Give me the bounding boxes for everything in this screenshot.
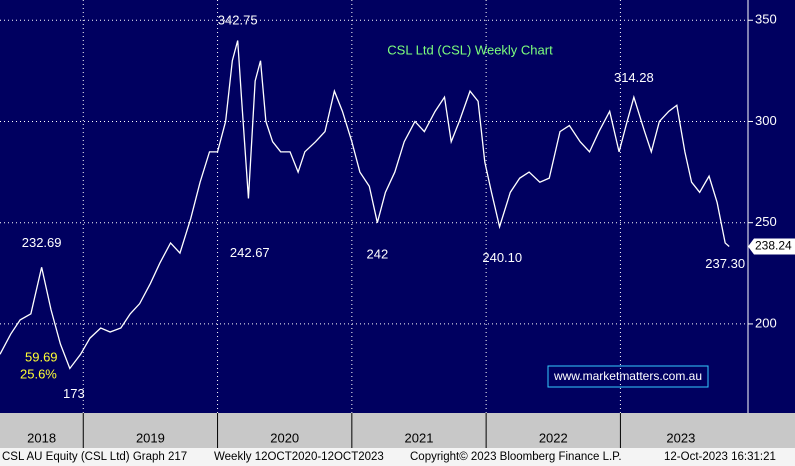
last-value-label: 238.24 — [755, 239, 792, 253]
x-axis-strip — [0, 413, 795, 448]
footer-strip — [0, 448, 795, 466]
footer-text: CSL AU Equity (CSL Ltd) Graph 217 — [2, 451, 187, 463]
x-tick-label: 2022 — [539, 430, 568, 445]
last-value-tag — [748, 238, 795, 255]
x-tick-label: 2020 — [270, 430, 299, 445]
x-tick-label: 2023 — [666, 430, 695, 445]
footer-text: 12-Oct-2023 16:31:21 — [664, 451, 776, 463]
x-tick-label: 2021 — [405, 430, 434, 445]
watermark: www.marketmatters.com.au — [553, 369, 702, 383]
chart-title: CSL Ltd (CSL) Weekly Chart — [387, 42, 553, 57]
annotation: 242 — [367, 246, 389, 261]
note: 25.6% — [20, 366, 57, 381]
annotation: 240.10 — [482, 250, 522, 265]
y-tick-label: 300 — [755, 113, 777, 128]
annotation: 342.75 — [218, 12, 258, 27]
y-tick-label: 350 — [755, 12, 777, 27]
x-tick-label: 2019 — [136, 430, 165, 445]
note: 59.69 — [25, 349, 58, 364]
price-line — [0, 40, 730, 370]
y-tick-label: 250 — [755, 214, 777, 229]
watermark-box — [547, 365, 709, 388]
annotation: 314.28 — [614, 70, 654, 85]
y-tick-label: 200 — [755, 315, 777, 330]
footer-text: Weekly 12OCT2020-12OCT2023 — [214, 451, 384, 463]
annotation: 173 — [63, 386, 85, 401]
annotation: 242.67 — [230, 245, 270, 260]
footer-text: Copyright© 2023 Bloomberg Finance L.P. — [410, 451, 622, 463]
x-tick-label: 2018 — [27, 430, 56, 445]
annotation: 237.30 — [705, 256, 745, 271]
annotation: 232.69 — [22, 235, 62, 250]
